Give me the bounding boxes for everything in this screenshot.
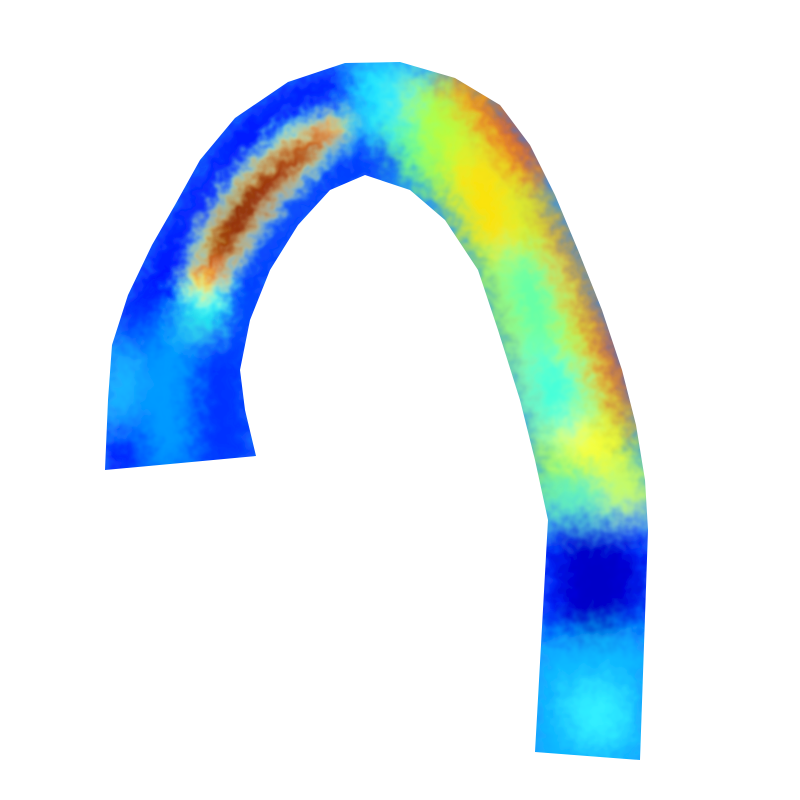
arch-surface xyxy=(105,62,648,760)
